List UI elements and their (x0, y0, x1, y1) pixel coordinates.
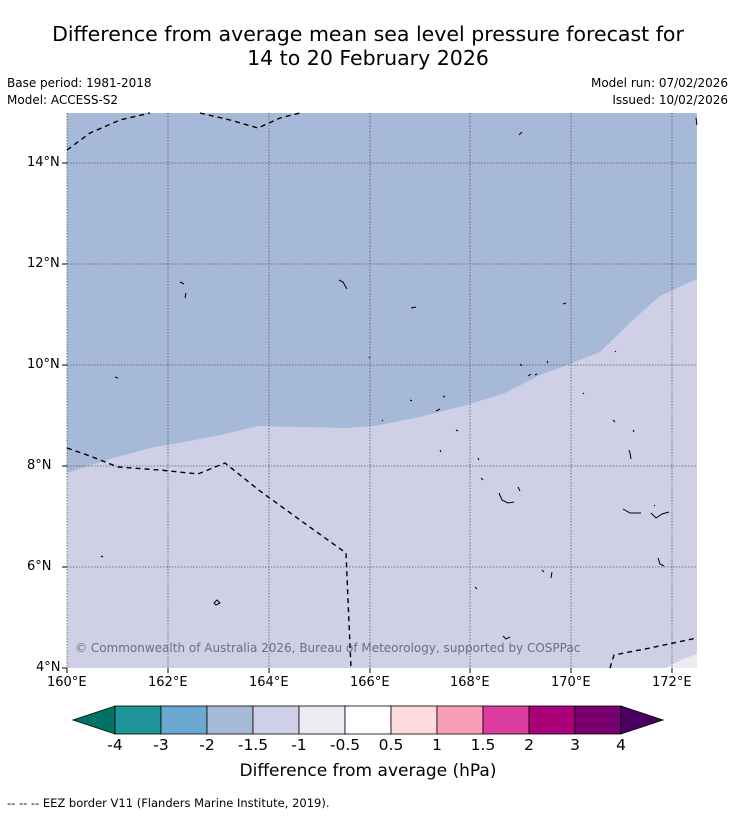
lat-tick-6: 6°N (27, 559, 52, 574)
lat-tick-8: 8°N (27, 458, 52, 473)
copyright-notice: © Commonwealth of Australia 2026, Bureau… (75, 641, 581, 655)
region-minus-1-5 (67, 113, 697, 473)
axis-ticks (62, 162, 673, 673)
lat-tick-10: 10°N (27, 357, 60, 372)
colorbar-seg-9 (482, 705, 530, 735)
lat-tick-12: 12°N (27, 256, 60, 271)
colorbar-seg-11 (574, 705, 622, 735)
colorbar-label-minus-3: -3 (153, 736, 169, 754)
colorbar-label-minus-4: -4 (107, 736, 123, 754)
colorbar-label-minus-1: -1 (291, 736, 307, 754)
title-line-1: Difference from average mean sea level p… (52, 22, 684, 46)
colorbar (71, 705, 665, 735)
colorbar-label-0-5: 0.5 (378, 736, 404, 754)
colorbar-extend-low (71, 705, 116, 735)
colorbar-label-2: 2 (524, 736, 534, 754)
lon-tick-172: 172°E (652, 675, 692, 690)
meta-left: Base period: 1981-2018 Model: ACCESS-S2 (7, 75, 152, 109)
colorbar-label-3: 3 (570, 736, 580, 754)
colorbar-seg-2 (160, 705, 208, 735)
colorbar-seg-10 (528, 705, 576, 735)
colorbar-seg-4 (252, 705, 300, 735)
model-run: Model run: 07/02/2026 (590, 76, 728, 90)
lon-tick-166: 166°E (350, 675, 390, 690)
region-minus-0-5 (665, 654, 697, 668)
gridlines (67, 113, 697, 668)
islands (100, 117, 698, 640)
lon-tick-160: 160°E (47, 675, 87, 690)
issued-date: Issued: 10/02/2026 (612, 93, 728, 107)
colorbar-label-minus-1-5: -1.5 (237, 736, 269, 754)
eez-legend-footer: -- -- -- EEZ border V11 (Flanders Marine… (7, 796, 330, 810)
lon-tick-162: 162°E (148, 675, 188, 690)
colorbar-seg-1 (114, 705, 162, 735)
colorbar-title: Difference from average (hPa) (239, 761, 497, 781)
colorbar-extend-high (620, 705, 665, 735)
lat-tick-4: 4°N (36, 660, 61, 675)
lat-tick-14: 14°N (27, 155, 60, 170)
colorbar-seg-3 (206, 705, 254, 735)
colorbar-seg-8 (436, 705, 484, 735)
model-name: Model: ACCESS-S2 (7, 93, 119, 107)
colorbar-seg-7 (390, 705, 438, 735)
lon-tick-170: 170°E (551, 675, 591, 690)
meta-right: Model run: 07/02/2026 Issued: 10/02/2026 (591, 75, 728, 109)
lon-tick-168: 168°E (450, 675, 490, 690)
eez-borders (66, 112, 698, 669)
colorbar-seg-5 (298, 705, 346, 735)
lon-tick-164: 164°E (249, 675, 289, 690)
colorbar-label-minus-0-5: -0.5 (329, 736, 361, 754)
colorbar-label-4: 4 (616, 736, 626, 754)
chart-title: Difference from average mean sea level p… (0, 22, 736, 70)
title-line-2: 14 to 20 February 2026 (247, 46, 489, 70)
base-period: Base period: 1981-2018 (7, 76, 152, 90)
colorbar-label-1: 1 (432, 736, 442, 754)
colorbar-label-1-5: 1.5 (470, 736, 496, 754)
colorbar-label-minus-2: -2 (199, 736, 215, 754)
colorbar-seg-6 (344, 705, 392, 735)
